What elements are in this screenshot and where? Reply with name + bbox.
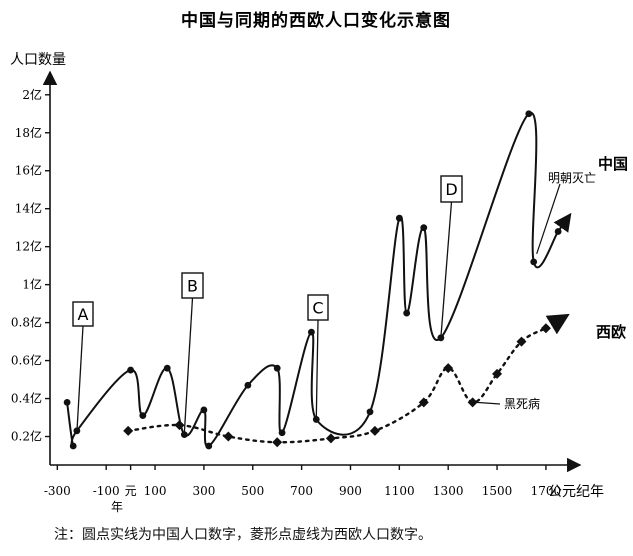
china-data-point <box>163 364 171 372</box>
west-europe-data-point <box>369 425 380 436</box>
y-tick-label: 18亿 <box>15 125 42 140</box>
china-data-point <box>395 214 403 222</box>
y-tick-label: 12亿 <box>15 239 42 254</box>
annotation-leader <box>440 201 453 338</box>
y-tick-label: 16亿 <box>15 163 42 178</box>
west-europe-data-point <box>272 437 283 448</box>
footnote: 注：圆点实线为中国人口数字，菱形点虚线为西欧人口数字。 <box>54 527 432 543</box>
annotation-black-death: 黑死病 <box>504 396 540 411</box>
china-data-point <box>554 228 562 235</box>
china-data-point <box>205 442 213 450</box>
west-europe-data-point <box>467 397 478 408</box>
annotation-label: B <box>187 277 198 296</box>
annotation-leader <box>315 319 319 420</box>
china-data-point <box>127 366 135 374</box>
series-label-west-europe: 西欧 <box>596 323 626 341</box>
x-tick-label: 500 <box>241 484 264 498</box>
west-europe-data-point <box>540 323 551 334</box>
annotation-box <box>72 301 94 327</box>
annotation-leader <box>476 401 501 405</box>
china-data-point <box>63 398 71 406</box>
china-data-point <box>278 429 286 437</box>
west-europe-data-point <box>174 420 185 431</box>
y-tick-label: 0.4亿 <box>11 391 42 406</box>
china-data-point <box>200 406 208 414</box>
x-tick-label: 元 <box>125 484 137 498</box>
annotation-label: A <box>78 305 89 324</box>
west-europe-data-point <box>123 425 134 436</box>
series-label-china: 中国 <box>598 155 628 173</box>
china-data-point <box>403 309 411 317</box>
y-tick-label: 0.8亿 <box>11 315 42 330</box>
china-data-point <box>307 328 315 336</box>
x-tick-label: 100 <box>144 484 167 498</box>
x-tick-label: -300 <box>44 484 71 498</box>
china-data-point <box>530 258 538 266</box>
annotation-leader <box>76 325 84 433</box>
west-europe-data-point <box>443 363 454 374</box>
annotation-ming-fall: 明朝灭亡 <box>548 171 596 185</box>
series-layer <box>63 110 572 450</box>
west-europe-data-point <box>418 397 429 408</box>
china-data-point <box>420 224 428 232</box>
china-trend-arrow <box>553 212 572 233</box>
x-axis-label: 公元纪年 <box>548 484 604 500</box>
y-tick-label: 0.2亿 <box>11 429 42 444</box>
china-data-point <box>69 442 77 450</box>
annotation-leader <box>183 297 194 433</box>
annotation-box <box>440 175 463 203</box>
x-tick-label: 900 <box>339 484 362 498</box>
x-tick-label: 1100 <box>384 484 415 498</box>
annotation-label: C <box>312 299 323 318</box>
chart-title: 中国与同期的西欧人口变化示意图 <box>181 10 451 31</box>
china-data-point <box>273 364 281 372</box>
x-tick-label: 1500 <box>482 484 513 498</box>
china-data-point <box>139 412 147 420</box>
west-europe-trend-arrow <box>544 313 570 335</box>
china-data-point <box>180 431 188 439</box>
x-tick-label: 700 <box>290 484 313 498</box>
y-tick-label: 0.6亿 <box>11 353 42 368</box>
west-europe-data-point <box>516 336 527 347</box>
y-tick-label: 14亿 <box>15 201 42 216</box>
west-europe-data-point <box>223 431 234 442</box>
china-data-point <box>366 408 374 416</box>
annotation-leader <box>536 183 561 255</box>
x-tick-label: 1700 <box>531 484 562 498</box>
west-europe-data-point <box>492 368 503 379</box>
y-axis-label: 人口数量 <box>10 52 66 68</box>
x-ticks: -300 -100 元 100 300 500 700 900 1100 1300 1500 1700 <box>44 465 561 498</box>
west-europe-data-point <box>325 433 336 444</box>
annotation-box <box>181 272 204 299</box>
x-tick-label: 300 <box>192 484 215 498</box>
y-ticks: 0.2亿 0.4亿 0.6亿 0.8亿 1亿 12亿 14亿 16亿 18亿 2亿 <box>11 87 50 444</box>
annotation-label: D <box>445 180 457 199</box>
x-year-char: 年 <box>111 500 123 514</box>
china-data-point <box>244 381 252 389</box>
x-tick-label: -100 <box>93 484 120 498</box>
west-europe-series-line <box>126 327 548 444</box>
y-tick-label: 2亿 <box>22 87 42 102</box>
y-tick-label: 1亿 <box>22 277 42 292</box>
x-tick-label: 1300 <box>433 484 464 498</box>
china-data-point <box>525 110 533 118</box>
china-series-line <box>66 112 559 449</box>
annotation-box <box>307 294 329 321</box>
